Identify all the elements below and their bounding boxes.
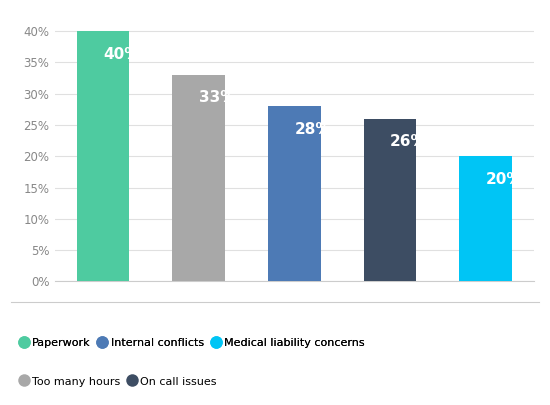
- Bar: [459, 156, 512, 281]
- Legend: Too many hours, On call issues: Too many hours, On call issues: [16, 371, 221, 391]
- Legend: Paperwork, Internal conflicts, Medical liability concerns: Paperwork, Internal conflicts, Medical l…: [16, 333, 369, 353]
- Text: 20%: 20%: [486, 172, 522, 187]
- Bar: [77, 31, 129, 281]
- Text: 33%: 33%: [199, 90, 235, 105]
- Bar: [172, 75, 225, 281]
- Text: 28%: 28%: [294, 122, 331, 137]
- Bar: [364, 119, 416, 281]
- Text: 26%: 26%: [390, 134, 427, 149]
- Text: 40%: 40%: [103, 47, 140, 62]
- Bar: [268, 106, 321, 281]
